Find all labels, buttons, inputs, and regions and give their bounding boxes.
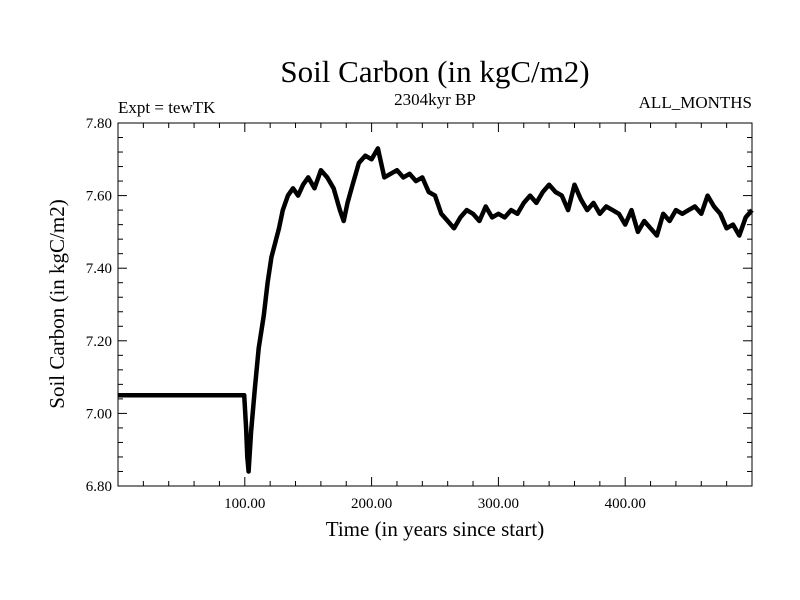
chart-subtitle: 2304kyr BP: [394, 90, 476, 109]
months-annotation: ALL_MONTHS: [639, 93, 752, 112]
x-tick-label: 200.00: [351, 496, 392, 512]
y-tick-label: 7.60: [86, 189, 112, 205]
axis-tick-labels: 100.00 200.00 300.00 400.00 6.80 7.00 7.20 7.40…: [86, 116, 646, 512]
y-tick-label: 7.00: [86, 406, 112, 422]
y-tick-label: 7.20: [86, 334, 112, 350]
y-tick-label: 7.40: [86, 261, 112, 277]
x-tick-label: 300.00: [478, 496, 519, 512]
y-axis-label: Soil Carbon (in kgC/m2): [45, 199, 69, 408]
x-axis-label: Time (in years since start): [326, 517, 545, 541]
y-tick-label: 7.80: [86, 116, 112, 132]
plot-frame: [117, 122, 753, 487]
x-tick-label: 100.00: [224, 496, 265, 512]
y-tick-label: 6.80: [86, 479, 112, 495]
chart-title: Soil Carbon (in kgC/m2): [280, 54, 589, 89]
experiment-annotation: Expt = tewTK: [118, 98, 216, 117]
x-tick-label: 400.00: [605, 496, 646, 512]
axis-ticks: [118, 123, 752, 486]
soil-carbon-series-line: [118, 146, 754, 474]
